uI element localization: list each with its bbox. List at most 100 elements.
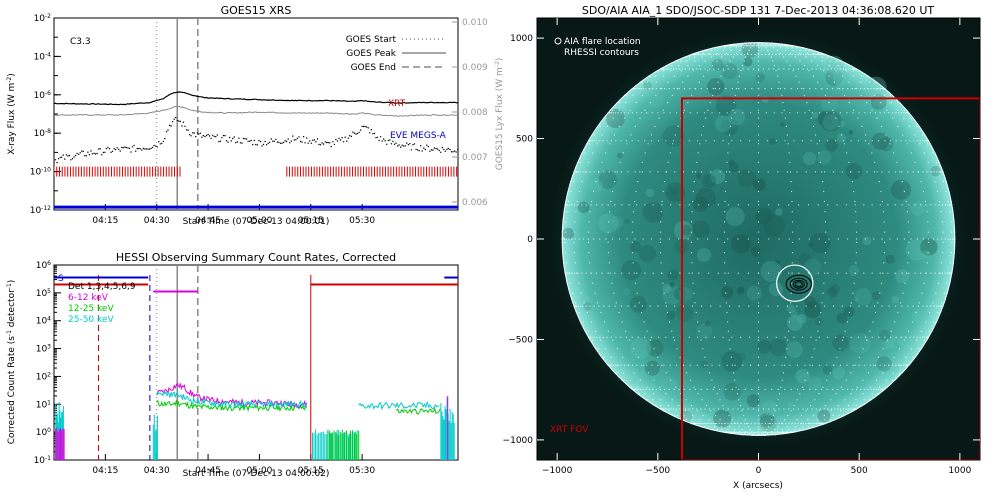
aia-grid-dot bbox=[788, 422, 790, 425]
goes-lyx-point bbox=[386, 143, 388, 145]
aia-grid-dot bbox=[724, 262, 726, 264]
aia-grid-dot bbox=[564, 241, 566, 243]
aia-grid-dot bbox=[698, 422, 700, 425]
aia-grid-dot bbox=[916, 336, 918, 338]
aia-grid-dot bbox=[708, 408, 711, 410]
goes-lyx-point bbox=[131, 146, 134, 148]
aia-grid-dot bbox=[591, 336, 593, 338]
aia-grid-dot bbox=[826, 379, 828, 381]
aia-grid-dot bbox=[647, 372, 650, 374]
aia-grid-dot bbox=[858, 356, 860, 358]
aia-grid-dot bbox=[711, 112, 713, 114]
goes-lyx-point bbox=[113, 148, 115, 150]
aia-grid-dot bbox=[855, 404, 857, 407]
aia-grid-dot bbox=[809, 388, 811, 390]
hessi-x-axis: 04:15 04:30 04:45 05:00 05:15 05:30 bbox=[92, 454, 375, 476]
aia-grid-dot bbox=[627, 305, 629, 307]
aia-grid-dot bbox=[691, 94, 693, 96]
aia-grid-dot bbox=[757, 161, 760, 163]
aia-grid-dot bbox=[694, 56, 696, 58]
aia-grid-dot bbox=[807, 53, 810, 56]
goes-lyx-point bbox=[270, 138, 272, 140]
aia-grid-dot bbox=[691, 404, 693, 407]
aia-grid-dot bbox=[714, 414, 717, 417]
aia-grid-dot bbox=[676, 88, 679, 90]
aia-grid-dot bbox=[951, 231, 953, 233]
aia-grid-dot bbox=[694, 52, 696, 55]
aia-grid-dot bbox=[901, 372, 903, 374]
aia-grid-dot bbox=[802, 422, 805, 425]
aia-texture bbox=[562, 40, 941, 432]
aia-grid-dot bbox=[805, 305, 807, 307]
aia-grid-dot bbox=[738, 75, 741, 77]
aia-grid-dot bbox=[848, 65, 850, 67]
aia-texture-blob bbox=[832, 69, 850, 87]
aia-grid-dot bbox=[788, 204, 790, 206]
aia-grid-dot bbox=[793, 404, 795, 407]
aia-grid-dot bbox=[784, 336, 786, 338]
aia-grid-dot bbox=[698, 330, 700, 332]
goes-lyx-point bbox=[121, 146, 123, 149]
goes-lyx-point bbox=[258, 139, 260, 142]
aia-grid-dot bbox=[810, 336, 812, 338]
aia-grid-dot bbox=[587, 238, 590, 240]
aia-grid-dot bbox=[744, 388, 746, 390]
aia-grid-dot bbox=[727, 45, 729, 47]
aia-grid-dot bbox=[786, 426, 788, 428]
aia-grid-dot bbox=[724, 200, 726, 203]
aia-grid-dot bbox=[801, 88, 803, 90]
hessi-y-tick-label-exp: 3 bbox=[47, 343, 51, 350]
aia-grid-dot bbox=[700, 68, 702, 70]
aia-grid-dot bbox=[880, 282, 883, 284]
goes-lyx-point bbox=[430, 149, 433, 151]
aia-grid-dot bbox=[743, 422, 746, 425]
aia-grid-dot bbox=[799, 393, 801, 395]
aia-grid-dot bbox=[811, 68, 813, 70]
aia-grid-dot bbox=[906, 364, 908, 366]
aia-grid-dot bbox=[639, 379, 642, 381]
goes-lyx-point bbox=[216, 134, 218, 136]
aia-texture-blob bbox=[721, 62, 738, 80]
aia-grid-dot bbox=[888, 305, 890, 307]
aia-grid-dot bbox=[670, 379, 672, 381]
aia-texture-blob bbox=[667, 269, 679, 281]
aia-grid-dot bbox=[771, 419, 773, 421]
aia-grid-dot bbox=[725, 45, 728, 47]
aia-grid-dot bbox=[735, 47, 738, 49]
aia-grid-dot bbox=[790, 292, 792, 294]
aia-grid-dot bbox=[823, 200, 826, 203]
aia-grid-dot bbox=[587, 330, 589, 332]
aia-grid-dot bbox=[566, 211, 568, 213]
aia-grid-dot bbox=[797, 422, 799, 425]
aia-grid-dot bbox=[569, 282, 571, 284]
aia-grid-dot bbox=[766, 428, 768, 431]
aia-grid-dot bbox=[744, 88, 746, 90]
aia-grid-dot bbox=[775, 434, 777, 436]
aia-texture-blob bbox=[763, 214, 785, 237]
aia-grid-dot bbox=[757, 56, 760, 58]
aia-grid-dot bbox=[789, 112, 791, 114]
aia-grid-dot bbox=[933, 305, 935, 307]
goes-lyx-point bbox=[346, 140, 348, 142]
aia-grid-dot bbox=[575, 305, 577, 307]
goes-lyx-point bbox=[173, 118, 175, 120]
aia-grid-dot bbox=[951, 272, 953, 274]
aia-grid-dot bbox=[595, 330, 597, 332]
aia-grid-dot bbox=[724, 45, 726, 47]
hessi-legend-label: 25-50 keV bbox=[68, 315, 114, 325]
aia-grid-dot bbox=[568, 238, 570, 240]
aia-texture-blob bbox=[798, 252, 812, 266]
aia-grid-dot bbox=[839, 88, 841, 90]
aia-grid-dot bbox=[772, 414, 775, 417]
aia-grid-dot bbox=[823, 408, 825, 410]
aia-grid-dot bbox=[847, 408, 849, 410]
aia-grid-dot bbox=[737, 43, 739, 45]
aia-grid-dot bbox=[791, 211, 793, 213]
aia-grid-dot bbox=[563, 262, 565, 264]
aia-grid-dot bbox=[631, 140, 633, 142]
aia-grid-dot bbox=[634, 238, 636, 240]
aia-grid-dot bbox=[739, 404, 742, 407]
aia-texture-blob bbox=[646, 339, 664, 357]
aia-grid-dot bbox=[907, 252, 910, 254]
